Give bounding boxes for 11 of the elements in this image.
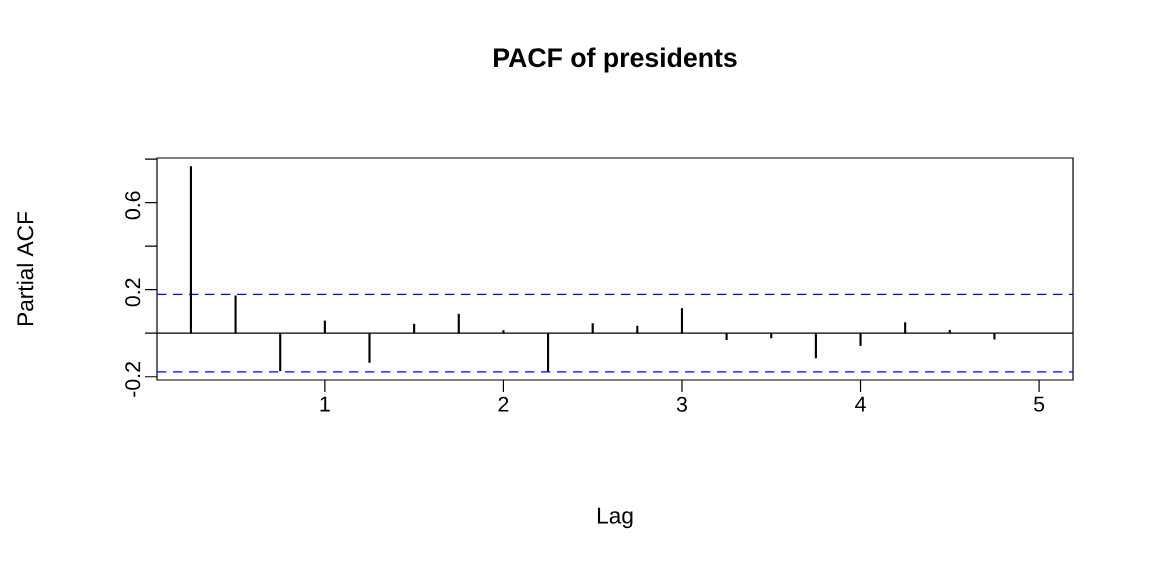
- x-tick-label: 3: [676, 396, 687, 412]
- y-tick-label: -0.2: [125, 362, 141, 397]
- x-tick-label: 5: [1034, 396, 1045, 412]
- chart-title: PACF of presidents: [494, 47, 737, 73]
- x-tick-label: 2: [498, 396, 509, 412]
- x-axis-title: Lag: [597, 507, 633, 529]
- y-tick-label: 0.6: [125, 191, 141, 220]
- x-tick-label: 4: [855, 396, 866, 412]
- y-axis-title: Partial ACF: [16, 211, 34, 326]
- y-tick-label: 0.2: [125, 278, 141, 307]
- x-tick-label: 1: [320, 396, 330, 412]
